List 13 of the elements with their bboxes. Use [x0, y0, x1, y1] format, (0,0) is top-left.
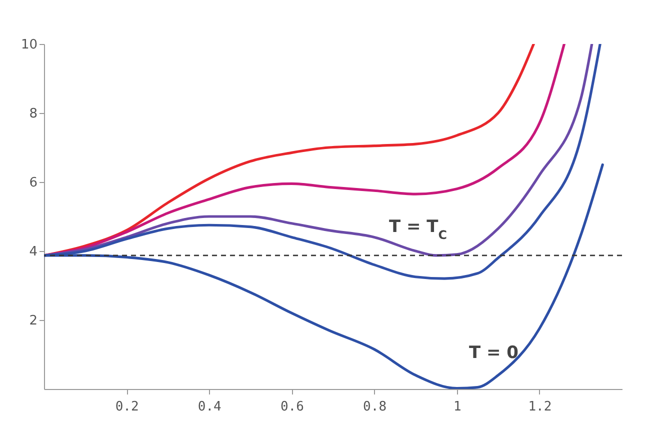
y-tick-label: 4 — [29, 244, 38, 260]
x-tick-label: 0.6 — [280, 400, 304, 414]
y-tick-label: 2 — [29, 314, 38, 328]
x-tick-label: 1 — [453, 400, 462, 414]
x-tick-label: 0.4 — [198, 400, 222, 414]
y-tick-label: 6 — [29, 176, 38, 190]
annotation: T = T$_{C}$ — [389, 217, 448, 242]
y-tick-label: 8 — [29, 106, 38, 122]
x-tick-label: 0.2 — [115, 400, 139, 414]
y-tick-label: 10 — [20, 38, 38, 52]
x-tick-label: 1.2 — [528, 400, 552, 414]
annotation: T = 0 — [469, 343, 519, 363]
x-tick-label: 0.8 — [363, 400, 387, 414]
